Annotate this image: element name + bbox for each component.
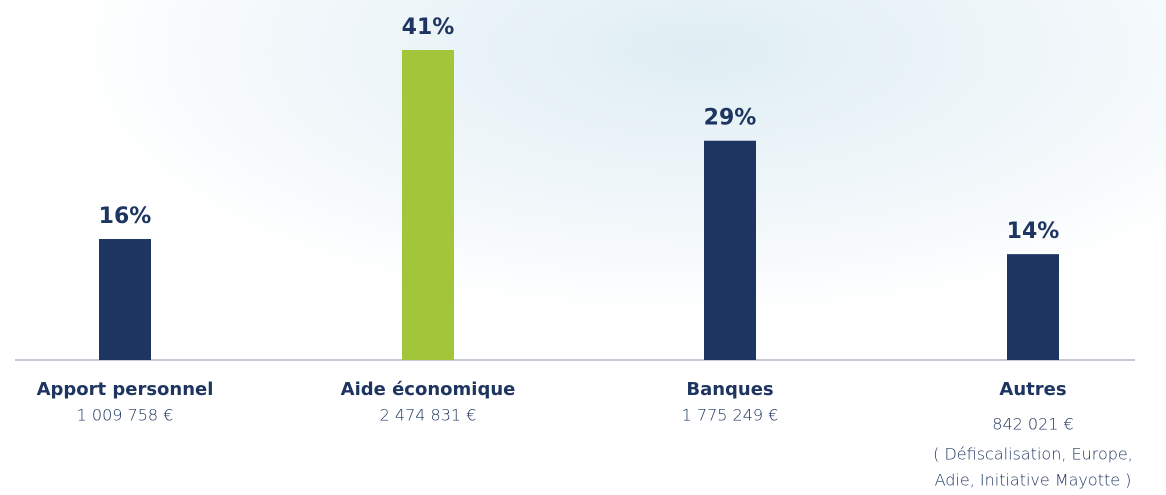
- value-label: 29%: [704, 106, 757, 131]
- note-label: ( Défiscalisation, Europe,: [933, 445, 1133, 464]
- bar: [1007, 254, 1059, 360]
- amount-label: 842 021 €: [992, 415, 1073, 434]
- category-label: Autres: [999, 379, 1066, 400]
- amount-label: 1 775 249 €: [682, 406, 779, 425]
- note-label: Adie, Initiative Mayotte ): [935, 471, 1132, 490]
- category-label: Aide économique: [341, 379, 516, 400]
- value-label: 16%: [99, 204, 152, 229]
- category-label: Banques: [686, 379, 773, 400]
- value-label: 14%: [1007, 219, 1060, 244]
- amount-label: 1 009 758 €: [77, 406, 174, 425]
- value-label: 41%: [402, 15, 455, 40]
- category-label: Apport personnel: [37, 379, 214, 400]
- bar: [99, 239, 151, 360]
- amount-label: 2 474 831 €: [380, 406, 477, 425]
- bar: [704, 140, 756, 360]
- bar: [402, 50, 454, 360]
